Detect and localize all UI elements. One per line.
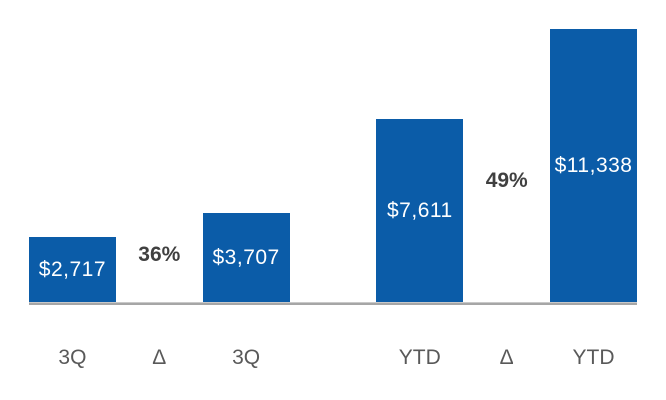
bar-ytd-2021: $11,338 xyxy=(550,29,637,302)
x-axis-line xyxy=(29,302,637,305)
bar-value-label: $2,717 xyxy=(38,257,107,281)
category-line1: YTD xyxy=(572,346,615,369)
delta-symbol: Δ xyxy=(152,346,167,369)
bar-ytd-2020: $7,611 xyxy=(376,119,464,302)
bar-value-label: $7,611 xyxy=(387,198,453,222)
bar-3q-2021: $3,707 xyxy=(202,213,290,302)
category-label-3q-2021: 3Q 2021 xyxy=(203,316,290,400)
category-line1: 3Q xyxy=(232,346,261,369)
category-label-3q-2020: 3Q 2020 xyxy=(29,316,116,400)
delta-percent-ytd: 49% xyxy=(485,169,528,192)
category-label-delta-1: Δ xyxy=(116,316,203,400)
delta-symbol: Δ xyxy=(499,346,514,369)
delta-percent-3q: 36% xyxy=(138,243,181,266)
category-line1: YTD xyxy=(398,346,441,369)
category-axis: 3Q 2020 Δ 3Q 2021 YTD 2020 Δ YTD 2021 xyxy=(29,316,637,400)
category-label-ytd-2021: YTD 2021 xyxy=(550,316,637,400)
bar-value-label: $3,707 xyxy=(212,245,280,269)
bar-3q-2020: $2,717 xyxy=(29,237,116,302)
category-label-spacer xyxy=(290,316,377,400)
category-label-delta-2: Δ xyxy=(463,316,550,400)
bar-value-label: $11,338 xyxy=(554,153,633,177)
category-line1: 3Q xyxy=(58,346,87,369)
category-label-ytd-2020: YTD 2020 xyxy=(376,316,463,400)
